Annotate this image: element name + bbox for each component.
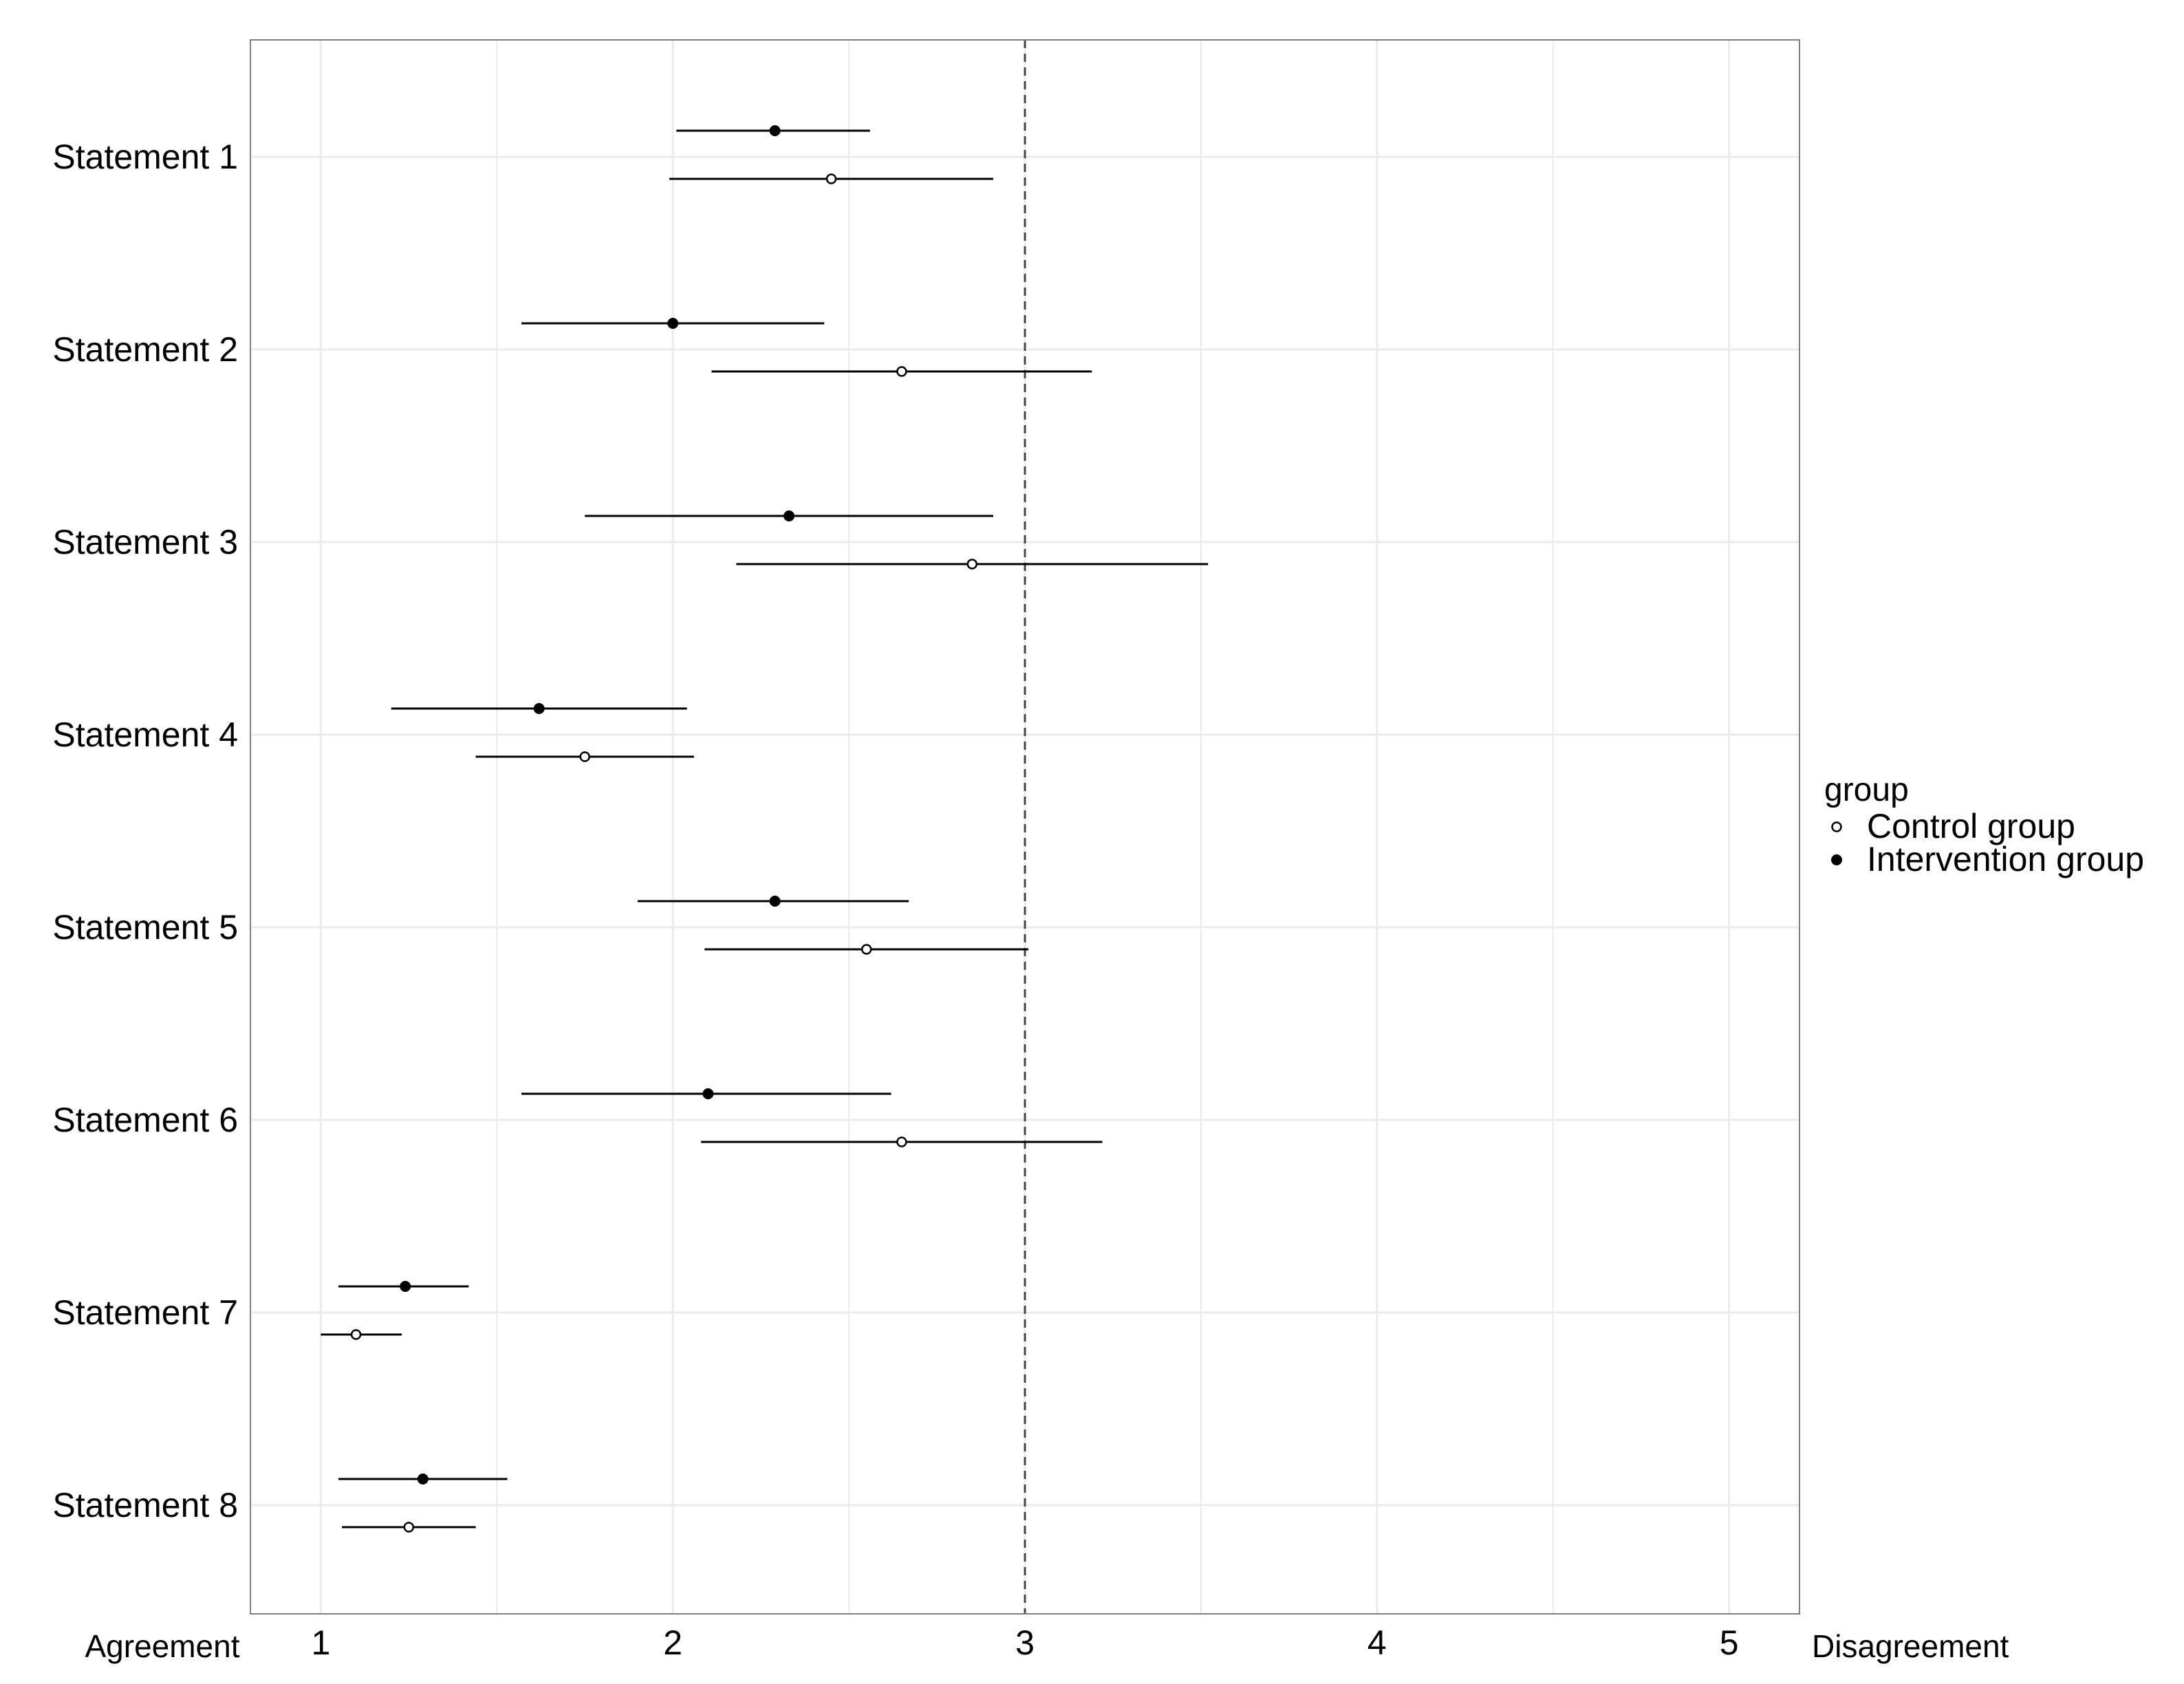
intervention-point	[702, 1088, 714, 1099]
control-point	[403, 1522, 415, 1533]
control-point	[825, 173, 837, 184]
legend-entry-label: Control group	[1867, 807, 2075, 845]
category-label: Statement 6	[52, 1101, 238, 1139]
control-point	[896, 366, 907, 377]
control-point	[896, 1136, 907, 1147]
x-tick-label: 2	[663, 1623, 682, 1662]
points	[350, 125, 977, 1533]
category-label: Statement 3	[52, 523, 238, 561]
intervention-point	[667, 318, 679, 329]
legend-key-intervention	[1831, 854, 1842, 865]
control-point	[966, 559, 977, 570]
control-point	[861, 944, 872, 955]
x-tick-label: 3	[1015, 1623, 1035, 1662]
panel-border	[250, 39, 1800, 1615]
category-labels: Statement 1 Statement 2 Statement 3 Stateme…	[52, 138, 238, 1524]
category-label: Statement 1	[52, 138, 238, 176]
category-label: Statement 8	[52, 1486, 238, 1524]
x-tick-label: 4	[1367, 1623, 1387, 1662]
control-point	[579, 751, 590, 762]
category-label: Statement 5	[52, 908, 238, 947]
intervention-point	[533, 703, 545, 714]
category-label: Statement 2	[52, 330, 238, 369]
x-tick-label: 1	[311, 1623, 330, 1662]
intervention-point	[783, 510, 795, 521]
disagreement-label: Disagreement	[1812, 1628, 2009, 1664]
intervention-point	[769, 896, 781, 907]
x-tick-label: 5	[1720, 1623, 1739, 1662]
legend-entry-label: Intervention group	[1867, 840, 2144, 878]
category-label: Statement 4	[52, 715, 238, 754]
category-label: Statement 7	[52, 1293, 238, 1332]
intervention-point	[769, 125, 781, 136]
control-point	[350, 1329, 362, 1340]
legend-key-control	[1831, 821, 1842, 832]
intervention-point	[417, 1474, 429, 1485]
intervention-point	[400, 1281, 411, 1292]
x-tick-labels: 1 2 3 4 5	[311, 1623, 1738, 1662]
legend-title: group	[1824, 772, 1909, 808]
agreement-label: Agreement	[85, 1628, 239, 1664]
intervals	[321, 129, 1209, 1529]
